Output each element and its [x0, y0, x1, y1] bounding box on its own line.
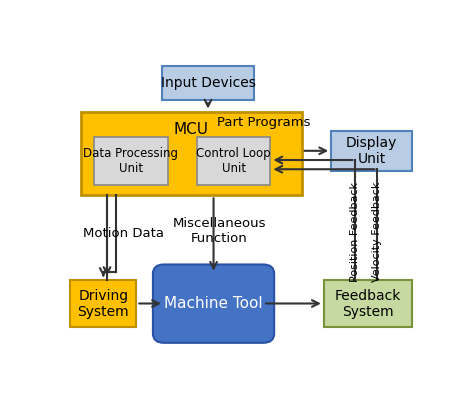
Text: Velocity Feedback: Velocity Feedback: [372, 182, 382, 282]
Text: Part Programs: Part Programs: [217, 117, 311, 129]
Text: Feedback
System: Feedback System: [335, 288, 401, 319]
Text: Display
Unit: Display Unit: [346, 136, 397, 166]
Text: Position Feedback: Position Feedback: [350, 182, 360, 282]
FancyBboxPatch shape: [197, 137, 271, 185]
FancyBboxPatch shape: [153, 265, 274, 343]
FancyBboxPatch shape: [324, 280, 412, 328]
Text: Data Processing
Unit: Data Processing Unit: [83, 147, 178, 175]
Text: MCU: MCU: [174, 122, 209, 136]
FancyBboxPatch shape: [94, 137, 168, 185]
FancyBboxPatch shape: [331, 131, 412, 171]
FancyBboxPatch shape: [162, 66, 254, 100]
Text: Machine Tool: Machine Tool: [164, 296, 263, 311]
Text: Control Loop
Unit: Control Loop Unit: [196, 147, 271, 175]
Text: Input Devices: Input Devices: [161, 76, 255, 90]
FancyBboxPatch shape: [82, 113, 301, 196]
FancyBboxPatch shape: [70, 280, 137, 328]
Text: Driving
System: Driving System: [78, 288, 129, 319]
Text: Motion Data: Motion Data: [83, 227, 164, 240]
Text: Miscellaneous
Function: Miscellaneous Function: [172, 217, 266, 245]
